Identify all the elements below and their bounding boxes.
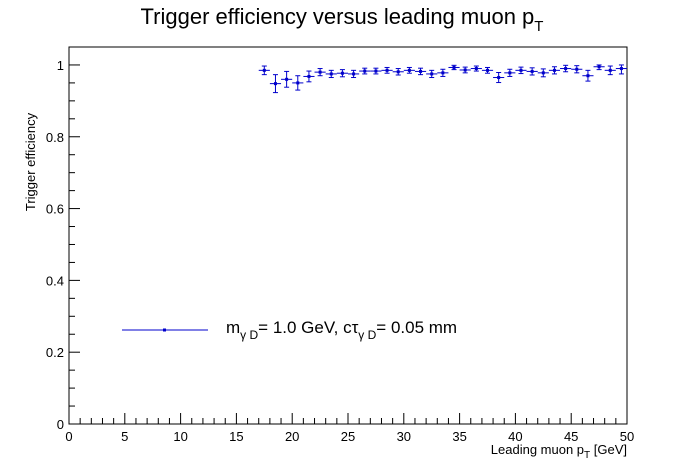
data-point	[348, 69, 360, 79]
data-point	[403, 66, 415, 74]
y-axis	[69, 46, 80, 425]
point-marker	[452, 65, 456, 69]
data-point	[459, 66, 471, 74]
y-tick-label: 0	[57, 417, 64, 432]
point-marker	[407, 68, 411, 72]
data-point	[292, 75, 304, 91]
point-marker	[374, 69, 378, 73]
x-tick-label: 15	[229, 429, 243, 444]
point-marker	[486, 68, 489, 72]
data-point	[593, 64, 605, 71]
data-point	[481, 66, 494, 74]
point-marker	[474, 67, 478, 71]
point-marker	[262, 68, 266, 72]
data-point	[336, 69, 348, 78]
chart-title: Trigger efficiency versus leading muon p…	[141, 4, 544, 35]
y-tick-label: 0.2	[46, 345, 64, 360]
x-tick-labels: 0 5 10 15 20 25 30 35 40 45 50	[65, 429, 634, 444]
point-marker	[552, 68, 556, 72]
data-point	[448, 64, 460, 71]
data-point	[526, 67, 538, 76]
legend-marker-point	[163, 328, 166, 332]
y-axis-label: Trigger efficiency	[23, 112, 38, 211]
x-tick-label: 25	[341, 429, 355, 444]
data-point	[381, 66, 393, 74]
point-marker	[352, 72, 356, 76]
x-axis-label: Leading muon pT [GeV]	[491, 442, 627, 461]
x-tick-label: 10	[173, 429, 187, 444]
data-point	[414, 67, 427, 76]
plot-frame	[68, 46, 628, 425]
x-tick-label: 20	[285, 429, 299, 444]
data-point	[582, 69, 594, 82]
point-marker	[586, 74, 590, 78]
point-marker	[329, 72, 333, 76]
point-marker	[608, 68, 612, 72]
data-point	[392, 68, 404, 76]
data-point	[359, 67, 371, 75]
x-tick-label: 50	[620, 429, 634, 444]
data-points	[258, 64, 627, 94]
point-marker	[318, 70, 322, 74]
legend-entry: mγ D= 1.0 GeV, cτγ D= 0.05 mm	[226, 318, 457, 342]
point-marker	[497, 76, 501, 80]
point-marker	[307, 74, 311, 78]
y-tick-label: 1	[57, 58, 64, 73]
point-marker	[541, 71, 545, 75]
data-point	[493, 71, 505, 84]
y-tick-label: 0.4	[46, 273, 64, 288]
x-tick-label: 45	[564, 429, 578, 444]
point-marker	[296, 81, 300, 85]
point-marker	[619, 67, 623, 71]
x-axis	[68, 413, 628, 424]
data-point	[604, 65, 616, 76]
data-point	[426, 69, 438, 79]
point-marker	[463, 68, 467, 72]
point-marker	[340, 71, 344, 75]
point-marker	[530, 69, 534, 73]
x-tick-label: 30	[397, 429, 411, 444]
point-marker	[441, 71, 445, 75]
data-point	[370, 67, 382, 75]
point-marker	[430, 72, 434, 76]
data-point	[325, 69, 337, 79]
point-marker	[363, 69, 367, 73]
point-marker	[564, 67, 568, 71]
data-point	[258, 65, 270, 76]
data-point	[515, 66, 527, 75]
data-point	[504, 68, 516, 77]
legend: mγ D= 1.0 GeV, cτγ D= 0.05 mm	[122, 318, 457, 342]
y-tick-labels: 0 0.2 0.4 0.6 0.8 1	[46, 58, 64, 432]
data-point	[548, 66, 561, 75]
data-point	[470, 65, 482, 72]
point-marker	[273, 82, 277, 86]
data-point	[437, 68, 449, 77]
data-point	[314, 68, 326, 77]
data-point	[269, 74, 282, 94]
x-tick-label: 40	[508, 429, 522, 444]
x-tick-label: 35	[452, 429, 466, 444]
point-marker	[285, 77, 289, 81]
point-marker	[597, 65, 601, 69]
point-marker	[575, 67, 579, 71]
data-point	[537, 68, 549, 78]
data-point	[560, 64, 572, 73]
y-tick-label: 0.8	[46, 130, 64, 145]
y-tick-label: 0.6	[46, 202, 64, 217]
data-point	[281, 70, 293, 88]
x-tick-label: 5	[121, 429, 128, 444]
x-tick-label: 0	[65, 429, 72, 444]
point-marker	[508, 71, 512, 75]
point-marker	[396, 70, 400, 74]
data-point	[571, 65, 583, 74]
point-marker	[519, 68, 523, 72]
data-point	[615, 64, 627, 75]
point-marker	[385, 68, 389, 72]
point-marker	[419, 69, 423, 73]
data-point	[303, 70, 315, 83]
